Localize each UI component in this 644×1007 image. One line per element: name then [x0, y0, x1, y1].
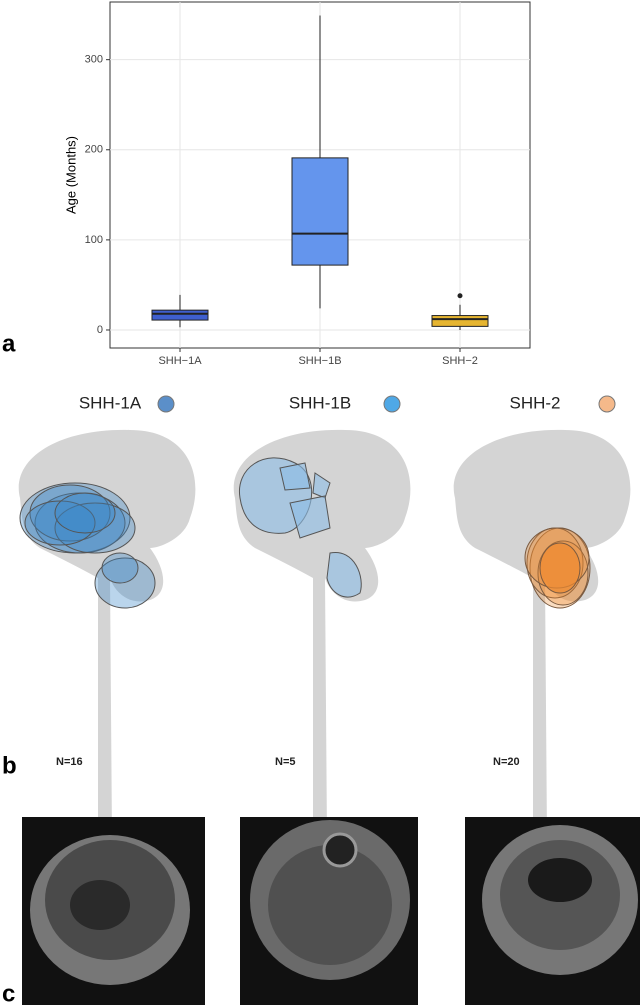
- x-tick-label: SHH−1B: [298, 355, 341, 367]
- y-tick-label: 200: [85, 144, 103, 156]
- location-title: SHH-1A: [79, 393, 142, 412]
- brain-a: [18, 429, 196, 846]
- n-label: N=5: [275, 756, 296, 768]
- y-tick-label: 300: [85, 54, 103, 66]
- n-label: N=20: [493, 756, 520, 768]
- panel-label: c: [2, 980, 15, 1007]
- x-tick-label: SHH−1A: [158, 355, 202, 367]
- box: [431, 315, 489, 327]
- legend-dot: [383, 395, 401, 413]
- panel-label: b: [2, 752, 17, 779]
- legend-dot: [157, 395, 175, 413]
- boxplot: 0 100 200 300 SHH−1A SHH−1B SHH−2: [85, 2, 530, 367]
- outlier: [457, 293, 463, 299]
- box: [291, 157, 349, 266]
- legend-dot: [598, 395, 616, 413]
- brain-c: [453, 429, 631, 846]
- y-tick-label: 0: [97, 324, 103, 336]
- box: [151, 309, 209, 321]
- brain-b: [233, 429, 411, 846]
- location-title: SHH-1B: [289, 393, 351, 412]
- y-axis-label: Age (Months): [63, 136, 78, 214]
- y-tick-label: 100: [85, 234, 103, 246]
- location-labels: SHH-1A N=16 SHH-1B N=5 SHH-2 N=20: [56, 393, 616, 768]
- x-tick-label: SHH−2: [442, 355, 478, 367]
- n-label: N=16: [56, 756, 83, 768]
- mri-images: [22, 817, 640, 1005]
- location-title: SHH-2: [509, 393, 560, 412]
- panel-label: a: [2, 330, 16, 357]
